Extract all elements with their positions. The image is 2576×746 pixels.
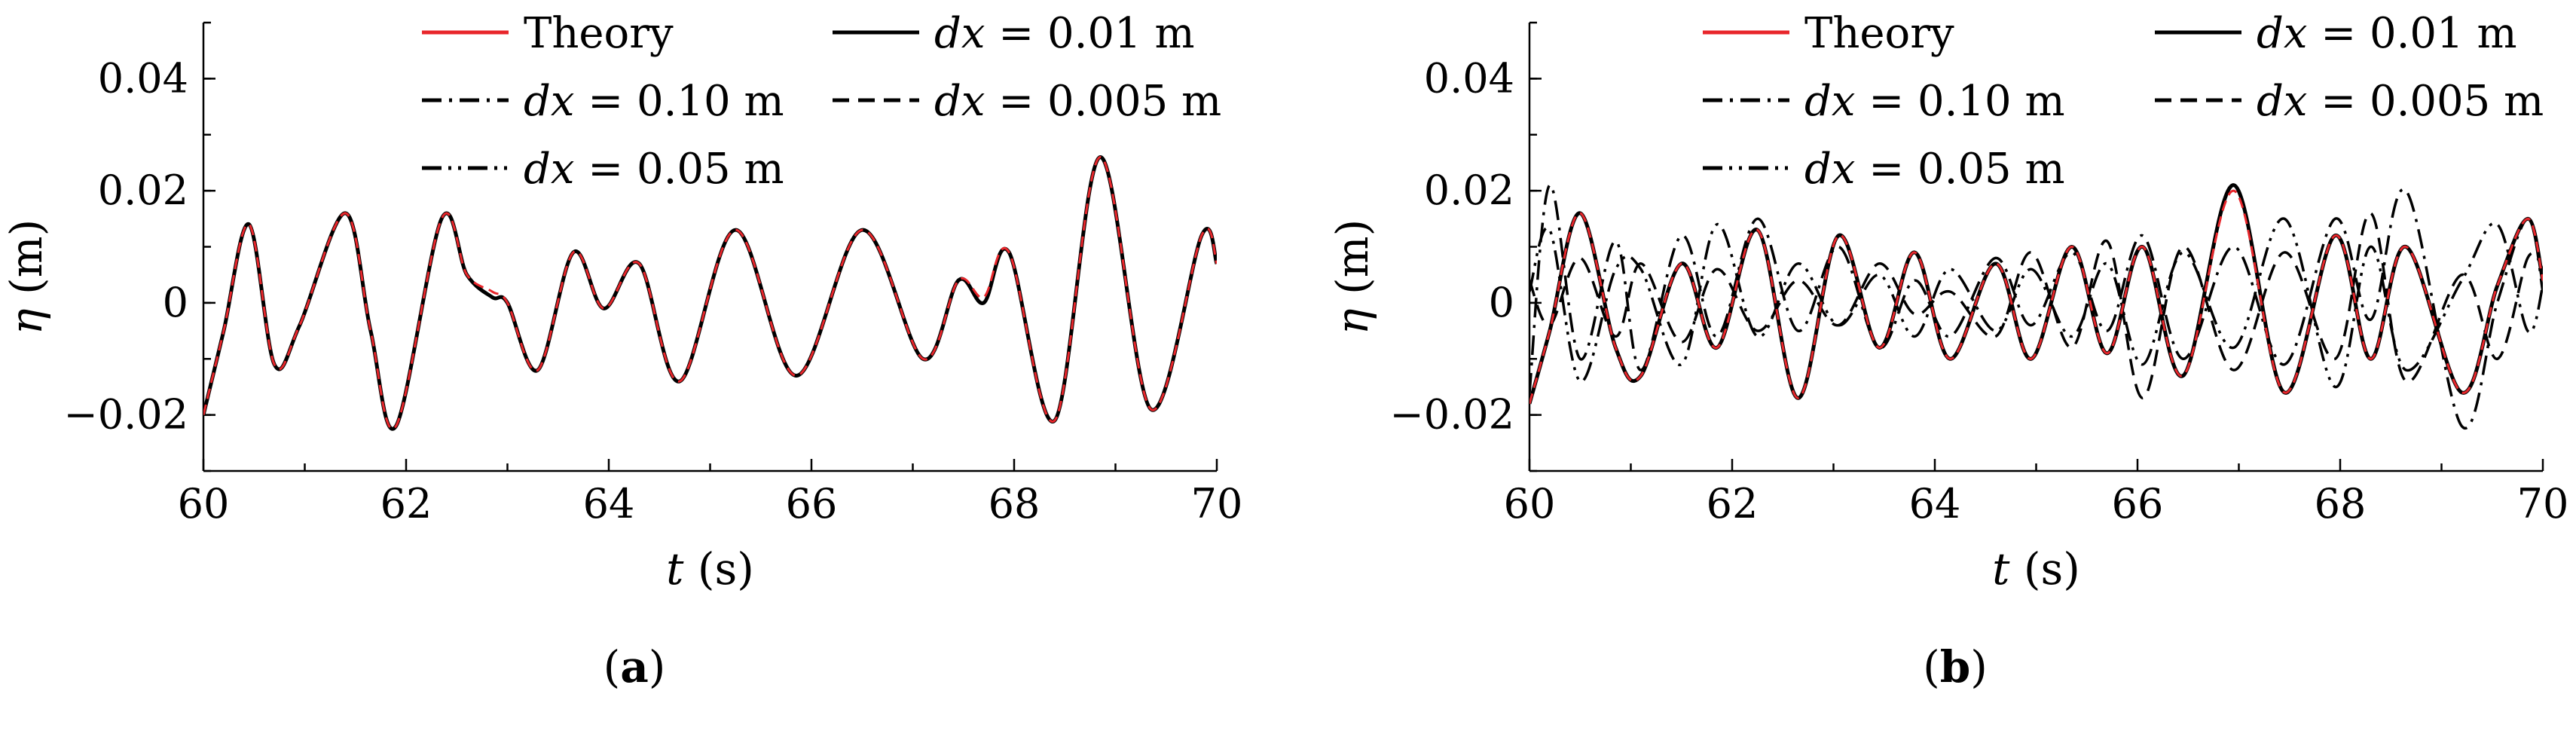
- x-tick-label: 70: [1191, 480, 1243, 527]
- legend-label: dx = 0.10 m: [524, 77, 784, 126]
- plot-area: [203, 154, 1217, 431]
- series-line-dx-0-005-m: [1529, 212, 2543, 400]
- x-tick-label: 60: [178, 480, 230, 527]
- panel-a: 60 62 64 66 68 70 −0.02 0 0.02 0.04 t (s) η (m) Theo…: [1, 9, 1242, 692]
- y-tick-label: 0.04: [98, 54, 188, 102]
- x-tick-label: 68: [2315, 480, 2367, 527]
- series-line-dx-0-10-m: [1529, 183, 2543, 430]
- series-line-theory: [203, 155, 1217, 430]
- legend-label: dx = 0.005 m: [2257, 77, 2544, 126]
- x-tick-label: 66: [786, 480, 838, 527]
- x-tick-label: 64: [1909, 480, 1961, 527]
- panel-label: (b): [1923, 641, 1988, 692]
- y-axis-title: η (m): [1, 219, 52, 335]
- y-tick-label: 0: [1489, 279, 1514, 326]
- y-tick-label: 0.04: [1424, 54, 1514, 102]
- legend: Theory dx = 0.01 m dx = 0.10 m dx = 0.005 m…: [1703, 9, 2544, 194]
- legend-label: Theory: [524, 9, 674, 58]
- series-line-dx-0-01-m: [1529, 183, 2543, 405]
- y-tick-label: −0.02: [1390, 391, 1514, 439]
- legend-label: dx = 0.10 m: [1804, 77, 2065, 126]
- x-tick-label: 60: [1504, 480, 1556, 527]
- plot-area: [1529, 183, 2543, 430]
- x-tick-label: 62: [1707, 480, 1759, 527]
- series-line-dx-0-05-m: [1529, 217, 2543, 389]
- legend: Theory dx = 0.01 m dx = 0.10 m dx = 0.005 m…: [422, 9, 1221, 194]
- panel-b: 60 62 64 66 68 70 −0.02 0 0.02 0.04 t (s) η (m) Theo…: [1327, 9, 2568, 692]
- x-tick-label: 64: [583, 480, 635, 527]
- y-axis-title: η (m): [1327, 219, 1378, 335]
- legend-label: dx = 0.01 m: [934, 9, 1195, 58]
- y-tick-label: 0.02: [98, 167, 188, 214]
- panel-label: (a): [604, 641, 666, 692]
- legend-label: dx = 0.05 m: [524, 145, 784, 194]
- x-tick-label: 68: [989, 480, 1040, 527]
- series-line-dx-0-01-m: [203, 154, 1217, 431]
- y-tick-label: −0.02: [64, 391, 188, 439]
- x-tick-label: 62: [380, 480, 432, 527]
- legend-label: dx = 0.01 m: [2257, 9, 2517, 58]
- x-axis-title: t (s): [666, 543, 754, 595]
- y-tick-label: 0: [163, 279, 188, 326]
- legend-label: dx = 0.05 m: [1804, 145, 2065, 194]
- x-axis-title: t (s): [1992, 543, 2080, 595]
- y-tick-label: 0.02: [1424, 167, 1514, 214]
- legend-label: dx = 0.005 m: [934, 77, 1221, 126]
- x-tick-label: 70: [2517, 480, 2569, 527]
- series-line-theory: [1529, 189, 2543, 405]
- legend-label: Theory: [1804, 9, 1954, 58]
- x-tick-label: 66: [2112, 480, 2164, 527]
